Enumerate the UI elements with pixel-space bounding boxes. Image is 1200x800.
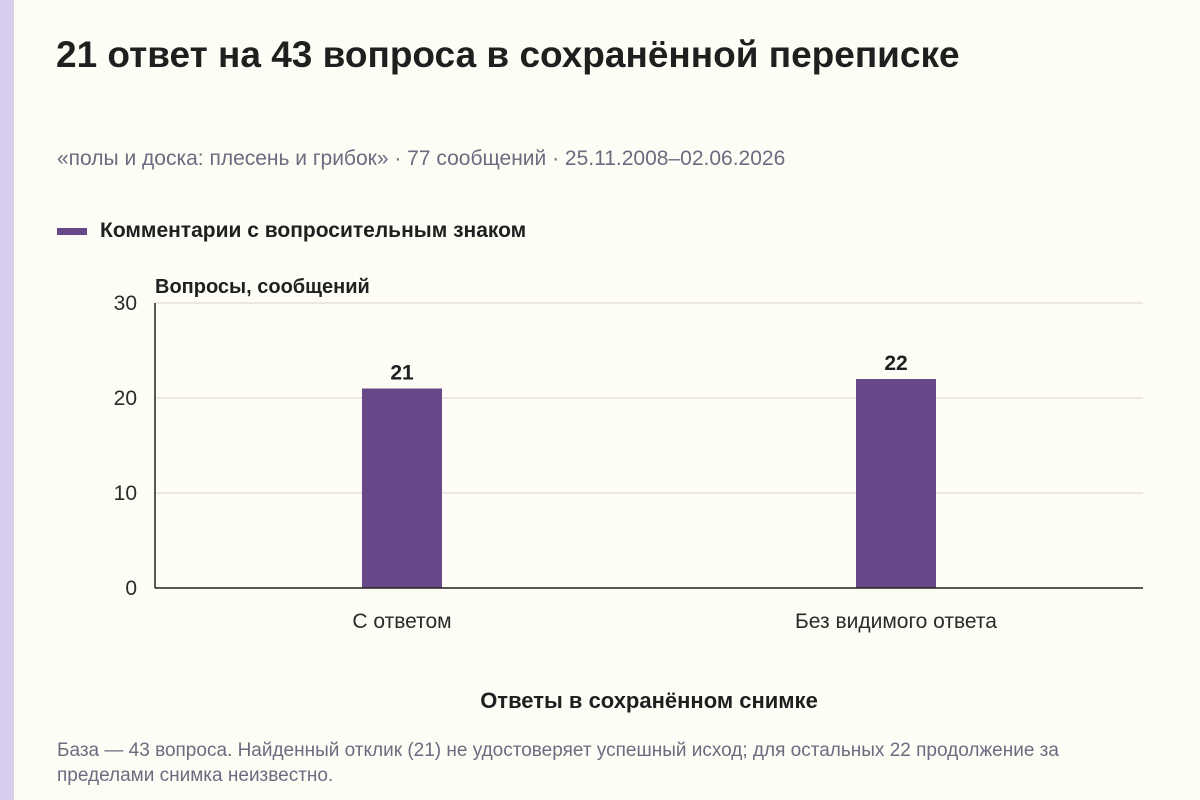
page-title: 21 ответ на 43 вопроса в сохранённой пер… xyxy=(56,34,960,75)
y-tick-label: 30 xyxy=(114,292,137,315)
x-category-label: Без видимого ответа xyxy=(795,610,997,633)
y-tick-label: 10 xyxy=(114,482,137,505)
grid-layer xyxy=(155,302,1143,494)
data-label: 22 xyxy=(884,352,907,375)
data-labels: 21 22 xyxy=(390,352,907,385)
x-category-labels: С ответом Без видимого ответа xyxy=(352,610,997,633)
bar xyxy=(856,379,936,588)
bar xyxy=(362,388,442,588)
y-axis-label: Вопросы, сообщений xyxy=(155,276,370,298)
footnote: База — 43 вопроса. Найденный отклик (21)… xyxy=(57,740,1059,786)
bars xyxy=(362,379,936,588)
legend-swatch xyxy=(57,227,87,235)
x-category-label: С ответом xyxy=(352,610,451,633)
legend-label: Комментарии с вопросительным знаком xyxy=(100,219,527,242)
page-subtitle: «полы и доска: плесень и грибок» · 77 со… xyxy=(57,147,786,170)
y-tick-labels: 0 10 20 30 xyxy=(114,292,137,600)
data-label: 21 xyxy=(390,362,414,385)
x-axis-label: Ответы в сохранённом снимке xyxy=(480,688,818,713)
legend: Комментарии с вопросительным знаком xyxy=(57,219,526,243)
y-tick-label: 20 xyxy=(114,387,137,410)
accent-bar xyxy=(0,0,14,800)
y-tick-label: 0 xyxy=(125,577,137,600)
